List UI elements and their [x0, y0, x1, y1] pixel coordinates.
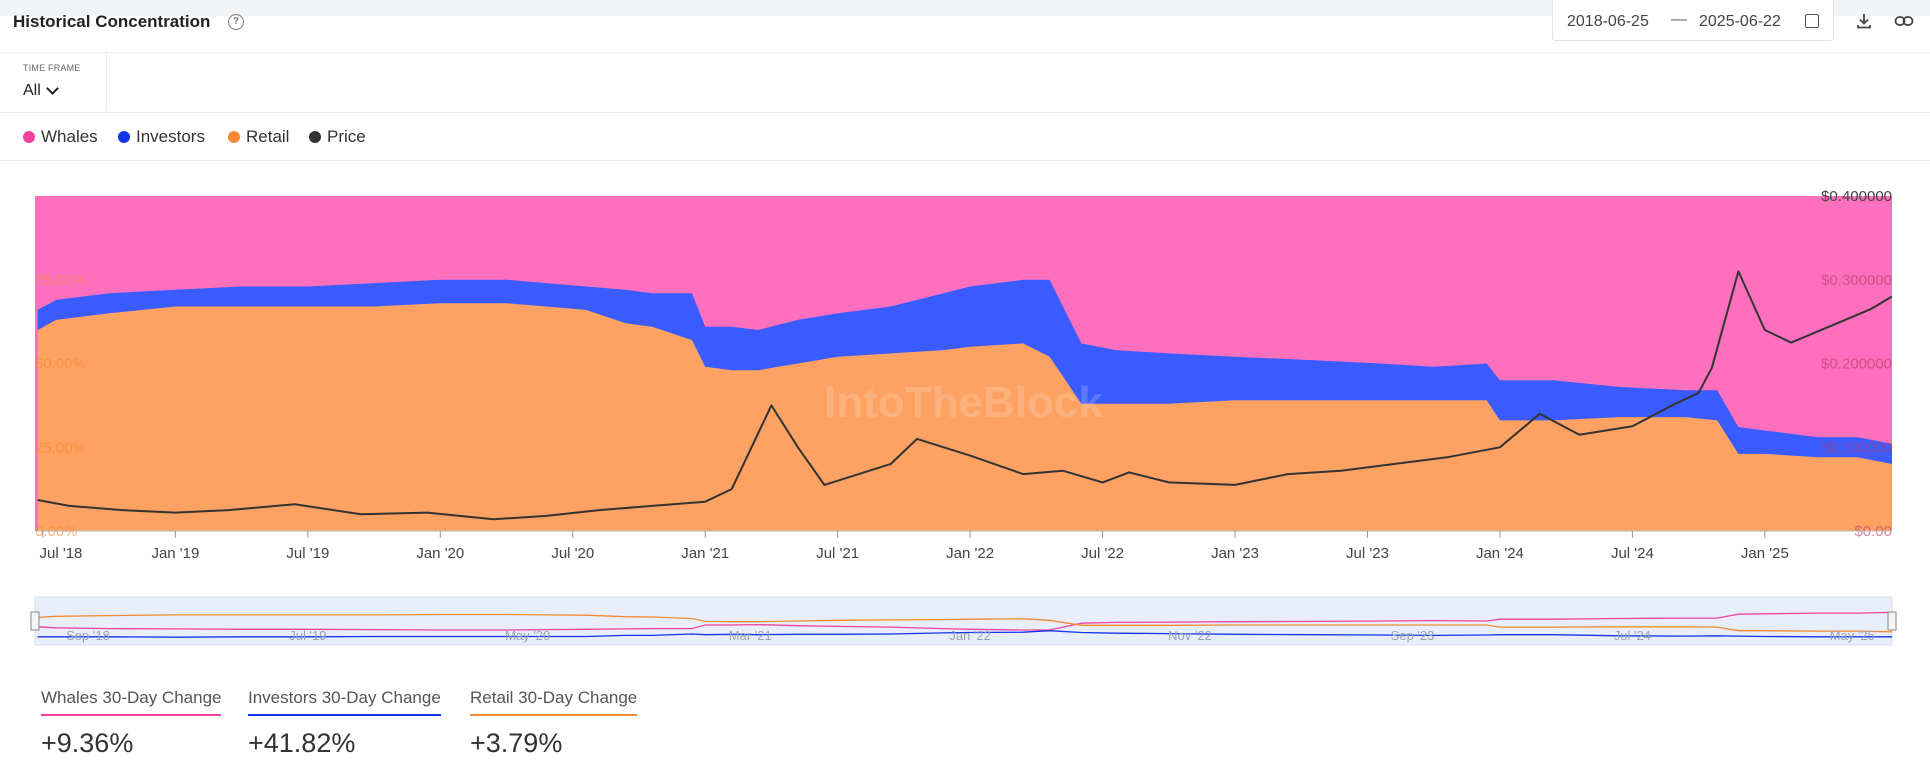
x-tick-label: Jan '23	[1211, 545, 1259, 562]
calendar-icon[interactable]	[1805, 14, 1819, 28]
download-icon[interactable]	[1853, 12, 1875, 34]
watermark: IntoTheBlock	[824, 378, 1103, 427]
concentration-chart[interactable]: IntoTheBlock0.00%25.00%50.00%75.00%$0.00…	[0, 170, 1930, 650]
navigator-tick-label: May '20	[505, 628, 550, 643]
link-icon[interactable]	[1893, 12, 1915, 34]
x-tick-label: Jan '20	[416, 545, 464, 562]
y-left-tick: 50.00%	[35, 356, 86, 373]
navigator-tick-label: Jan '22	[949, 628, 991, 643]
area-retail	[37, 303, 1893, 531]
stat-investors: Investors 30-Day Change +41.82%	[248, 688, 441, 759]
x-tick-label: Jul '20	[551, 545, 594, 562]
navigator-handle[interactable]	[1887, 611, 1897, 631]
navigator-tick-label: Sep '18	[66, 628, 110, 643]
stat-label: Whales 30-Day Change	[41, 688, 222, 716]
help-circle-icon[interactable]: ?	[228, 14, 244, 30]
top-strip	[0, 0, 1930, 16]
x-tick-label: Jul '21	[816, 545, 859, 562]
x-tick-label: Jul '18	[40, 545, 83, 562]
legend-label: Retail	[246, 127, 290, 146]
x-tick-label: Jan '21	[681, 545, 729, 562]
y-right-tick: $0.100000	[1821, 439, 1892, 456]
retail-dot-icon	[228, 131, 240, 143]
x-tick-label: Jan '22	[946, 545, 994, 562]
navigator-whales-line	[37, 611, 1893, 631]
legend-item-whales[interactable]: Whales	[23, 127, 98, 147]
legend-label: Whales	[41, 127, 98, 146]
y-right-tick: $0.200000	[1821, 356, 1892, 373]
date-start[interactable]: 2018-06-25	[1567, 13, 1649, 30]
price-dot-icon	[309, 131, 321, 143]
date-separator: —	[1671, 11, 1687, 28]
x-tick-label: Jan '19	[151, 545, 199, 562]
legend: Whales Investors Retail Price	[0, 112, 1930, 161]
x-tick-label: Jul '19	[286, 545, 329, 562]
legend-label: Investors	[136, 127, 205, 146]
y-left-tick: 75.00%	[35, 272, 86, 289]
timeframe-selector[interactable]: TIME FRAME All	[0, 53, 107, 111]
stat-whales: Whales 30-Day Change +9.36%	[41, 688, 222, 759]
x-tick-label: Jan '24	[1476, 545, 1524, 562]
whales-dot-icon	[23, 131, 35, 143]
chevron-down-icon[interactable]	[46, 82, 59, 95]
x-tick-label: Jul '24	[1611, 545, 1654, 562]
y-right-tick: $0.300000	[1821, 272, 1892, 289]
stat-label: Retail 30-Day Change	[470, 688, 638, 716]
navigator-tick-label: Mar '21	[729, 628, 772, 643]
price-line	[37, 270, 1893, 521]
navigator-tick-label: May '25	[1830, 628, 1875, 643]
page-title: Historical Concentration	[13, 12, 211, 31]
legend-item-retail[interactable]: Retail	[228, 127, 289, 147]
y-left-tick: 25.00%	[35, 439, 86, 456]
stat-value: +9.36%	[41, 728, 134, 758]
navigator-investors-line	[37, 630, 1892, 638]
navigator-handle[interactable]	[30, 611, 40, 631]
y-right-tick: $0.400000	[1821, 188, 1892, 205]
x-tick-label: Jul '22	[1081, 545, 1124, 562]
stat-label: Investors 30-Day Change	[248, 688, 441, 716]
legend-item-price[interactable]: Price	[309, 127, 366, 147]
x-tick-label: Jan '25	[1741, 545, 1789, 562]
navigator-tick-label: Jul '24	[1614, 628, 1651, 643]
legend-label: Price	[327, 127, 366, 146]
date-range-picker[interactable]: 2018-06-25 — 2025-06-22	[1552, 0, 1834, 41]
navigator-tick-label: Sep '23	[1391, 628, 1435, 643]
stat-value: +3.79%	[470, 728, 563, 758]
navigator-tick-label: Jul '19	[289, 628, 326, 643]
navigator-retail-line	[37, 613, 1893, 633]
date-end[interactable]: 2025-06-22	[1699, 13, 1781, 30]
timeframe-label: TIME FRAME	[23, 63, 81, 73]
legend-item-investors[interactable]: Investors	[118, 127, 205, 147]
investors-dot-icon	[118, 131, 130, 143]
navigator-tick-label: Nov '22	[1168, 628, 1212, 643]
x-tick-label: Jul '23	[1346, 545, 1389, 562]
stat-retail: Retail 30-Day Change +3.79%	[470, 688, 638, 759]
timeframe-value[interactable]: All	[23, 82, 41, 99]
stat-value: +41.82%	[248, 728, 356, 758]
header: Historical Concentration ? 2018-06-25 — …	[0, 0, 1930, 53]
